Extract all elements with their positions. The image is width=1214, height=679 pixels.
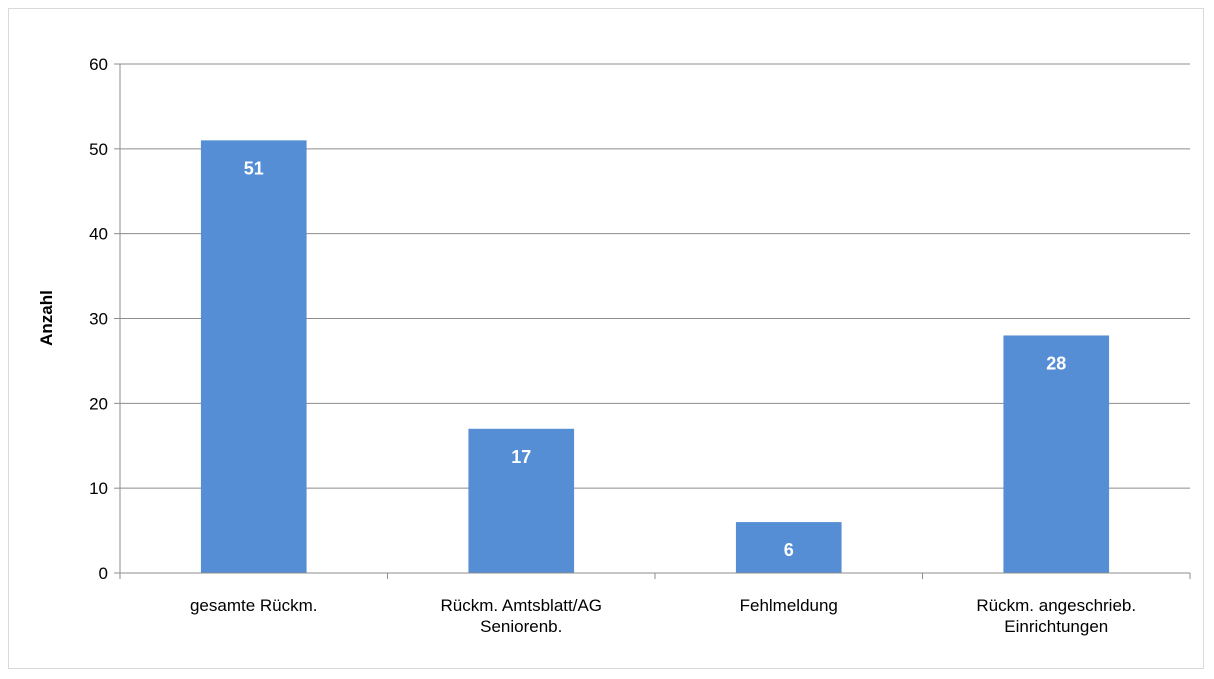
bar — [468, 428, 575, 573]
bar — [200, 140, 307, 573]
x-category-label: Fehlmeldung — [740, 596, 838, 615]
bar-data-label: 51 — [244, 158, 264, 178]
bar — [735, 522, 842, 573]
y-tick-label: 10 — [89, 479, 108, 498]
axes: 0 10 20 30 40 50 60 gesamte Rückm. Rückm. Amtsbl… — [89, 55, 1191, 636]
bar-data-label: 28 — [1046, 353, 1066, 373]
bar-data-label: 17 — [511, 447, 531, 467]
y-tick-label: 20 — [89, 394, 108, 413]
bar — [1003, 335, 1110, 573]
x-category-label: Rückm. angeschrieb. Einrichtungen — [976, 596, 1136, 636]
y-tick-label: 50 — [89, 140, 108, 159]
bars: 51 17 6 28 — [200, 140, 1110, 573]
x-category-label: gesamte Rückm. — [190, 596, 318, 615]
y-axis-title: Anzahl — [37, 290, 56, 346]
y-tick-label: 0 — [99, 564, 108, 583]
y-tick-label: 60 — [89, 55, 108, 74]
y-tick-label: 40 — [89, 225, 108, 244]
x-category-label: Rückm. Amtsblatt/AG Seniorenb. — [440, 596, 602, 636]
y-tick-label: 30 — [89, 310, 108, 329]
bar-data-label: 6 — [784, 540, 794, 560]
